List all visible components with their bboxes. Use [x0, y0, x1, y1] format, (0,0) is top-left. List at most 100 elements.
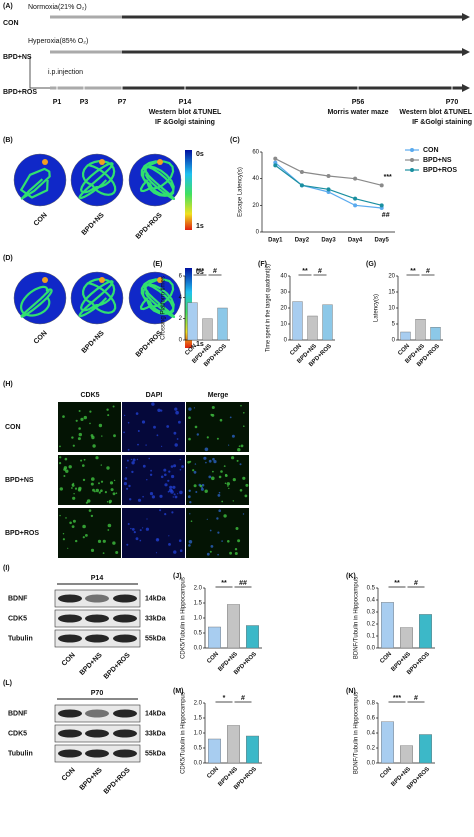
- y-tick-label: 0: [392, 338, 396, 344]
- y-tick-label: 5: [392, 322, 396, 328]
- row-label: BPD+ROS: [5, 530, 39, 537]
- cell: [151, 402, 155, 406]
- cell: [71, 525, 75, 528]
- cell: [100, 489, 103, 493]
- cell: [145, 444, 147, 446]
- cell: [173, 493, 176, 496]
- cell: [170, 465, 174, 468]
- panel-label: (E): [153, 261, 162, 268]
- cell: [110, 488, 114, 492]
- point: [273, 156, 278, 161]
- cell: [127, 421, 130, 424]
- group-label: BPD+NS: [79, 767, 104, 792]
- cell: [62, 415, 65, 418]
- cell: [163, 468, 167, 472]
- cell: [98, 491, 101, 494]
- cell: [178, 420, 181, 424]
- band: [58, 594, 82, 603]
- cell: [92, 488, 95, 492]
- group-label: BPD+NS: [79, 652, 104, 677]
- cell: [171, 511, 174, 514]
- band: [58, 749, 82, 758]
- point: [379, 203, 384, 208]
- y-tick-label: 0.5: [194, 746, 203, 752]
- cell: [113, 479, 116, 482]
- timepoint: P7: [118, 99, 127, 106]
- cell: [78, 410, 81, 412]
- cell: [80, 417, 84, 421]
- condition-label: Normoxia(21% O₂): [28, 4, 87, 11]
- cell: [95, 488, 100, 493]
- cell: [194, 425, 198, 429]
- series-line: [274, 164, 382, 206]
- cell: [156, 434, 159, 437]
- cell: [142, 464, 146, 468]
- cell: [161, 445, 163, 447]
- cell: [74, 487, 78, 490]
- y-tick-label: 0.5: [194, 631, 203, 637]
- cell: [142, 495, 144, 498]
- x-tick-label: CON: [379, 766, 393, 780]
- cell: [210, 545, 214, 548]
- y-axis-label: CDK5/Tubulin in Hippocampus: [181, 577, 187, 659]
- y-tick-label: 6: [179, 274, 183, 280]
- y-tick-label: 2.0: [194, 586, 203, 592]
- cell: [188, 544, 191, 547]
- cell: [206, 436, 209, 439]
- cell: [90, 514, 94, 518]
- cell: [179, 549, 183, 552]
- group-label: BPD+ROS: [103, 652, 132, 681]
- point: [299, 170, 304, 174]
- y-axis-label: Crossing Platform times: [161, 276, 167, 340]
- panel-label: (J): [173, 573, 182, 580]
- cell: [234, 548, 238, 551]
- cell: [211, 406, 215, 409]
- y-tick-label: 1.5: [194, 601, 203, 607]
- cell: [89, 422, 91, 425]
- cell: [131, 528, 135, 531]
- hot-spot: [42, 277, 48, 283]
- cell: [208, 475, 212, 479]
- cell: [78, 427, 81, 430]
- cell: [213, 460, 217, 464]
- cell: [136, 458, 139, 461]
- cell: [129, 498, 132, 501]
- cell: [77, 437, 81, 441]
- panel-label: (L): [3, 680, 12, 687]
- timepoint: P14: [179, 99, 192, 106]
- significance: ##: [239, 580, 247, 587]
- column-header: DAPI: [146, 392, 163, 399]
- point: [353, 176, 358, 181]
- group-label: BPD+NS: [81, 330, 106, 355]
- bar: [208, 626, 221, 649]
- cell: [123, 414, 126, 417]
- bar: [400, 745, 413, 764]
- cell: [178, 539, 182, 542]
- point: [273, 163, 278, 168]
- cell: [216, 517, 219, 520]
- panel-label: (G): [366, 261, 376, 268]
- y-tick-label: 0.1: [367, 634, 376, 640]
- cell: [193, 470, 197, 474]
- cell: [208, 459, 212, 463]
- cell: [67, 547, 69, 549]
- cell: [108, 501, 111, 504]
- y-tick-label: 1.0: [194, 616, 203, 622]
- cell: [100, 464, 103, 466]
- cell: [107, 529, 110, 531]
- bar: [246, 735, 259, 764]
- cell: [239, 489, 243, 492]
- cell: [193, 407, 195, 409]
- cell: [159, 509, 162, 512]
- color-scale: [185, 150, 192, 230]
- cell: [176, 438, 179, 440]
- cell: [243, 412, 245, 414]
- point: [326, 174, 331, 178]
- cell: [83, 415, 88, 420]
- cell: [224, 474, 228, 477]
- y-axis-label: CDK5/Tubulin in Hippocampus: [181, 692, 187, 774]
- size-label: 33kDa: [145, 615, 166, 622]
- cell: [157, 408, 161, 412]
- cell: [168, 470, 171, 473]
- protein-label: BDNF: [8, 595, 28, 602]
